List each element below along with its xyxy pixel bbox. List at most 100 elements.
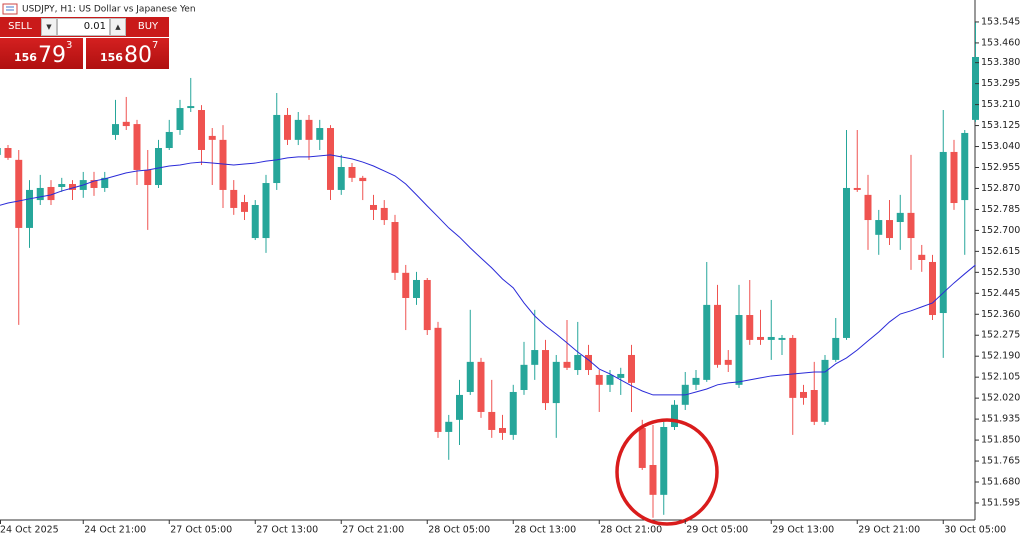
candle-body [864, 194, 872, 221]
candle-body [90, 180, 98, 188]
sell-button[interactable]: SELL [8, 21, 32, 32]
ask-sup: 7 [152, 40, 159, 51]
candle-body [918, 254, 926, 260]
candle-body [896, 212, 904, 223]
highlight-circle [615, 418, 719, 526]
y-tick-label: 151.850 [981, 435, 1020, 446]
volume-down[interactable]: ▼ [41, 18, 57, 36]
y-tick-label: 151.680 [981, 477, 1020, 488]
candle-body [606, 374, 614, 385]
x-tick-label: 24 Oct 2025 [0, 525, 59, 536]
candle-body [4, 148, 12, 158]
x-tick-label: 30 Oct 05:00 [944, 525, 1006, 536]
y-tick-label: 153.125 [981, 120, 1020, 131]
volume-up[interactable]: ▲ [110, 18, 126, 36]
candle-body [735, 315, 743, 385]
bid-prefix: 156 [14, 51, 37, 64]
y-tick-label: 151.935 [981, 414, 1020, 425]
y-tick-label: 153.545 [981, 16, 1020, 27]
candle-body [133, 124, 141, 170]
candle-body [165, 131, 173, 149]
candle-body [176, 108, 184, 130]
candle-body [972, 56, 979, 120]
candle-body [402, 272, 410, 298]
candle-body [617, 373, 625, 378]
candle-body [294, 119, 302, 140]
y-tick-label: 152.190 [981, 351, 1020, 362]
candle-body [101, 177, 109, 188]
candle-body [886, 220, 893, 239]
chart-title: USDJPY, H1: US Dollar vs Japanese Yen [22, 5, 196, 15]
candle-body [327, 128, 334, 190]
candle-body [445, 421, 453, 432]
candle-body [58, 184, 66, 187]
y-tick-label: 152.530 [981, 267, 1020, 278]
candle-body [703, 304, 711, 380]
candle-body [939, 151, 947, 314]
bid-price[interactable]: 156 79 3 [0, 38, 83, 69]
candle-body [800, 391, 807, 398]
x-tick-label: 28 Oct 13:00 [514, 525, 576, 536]
candle-body [628, 354, 635, 383]
candle-body [36, 187, 44, 201]
buy-button[interactable]: BUY [137, 21, 159, 32]
x-tick-label: 28 Oct 21:00 [600, 525, 662, 536]
y-tick-label: 152.275 [981, 330, 1020, 341]
candle-body [810, 390, 818, 422]
candle-body [0, 148, 1, 155]
chart-icon [2, 3, 18, 15]
candle-body [757, 336, 764, 340]
candle-body [251, 204, 259, 239]
candle-body [47, 186, 55, 201]
candle-body [413, 279, 420, 298]
candle-body [359, 177, 367, 182]
volume-input[interactable]: 0.01 [57, 18, 110, 36]
candle-body [112, 124, 119, 135]
candle-body [520, 364, 528, 390]
candle-body [262, 183, 270, 239]
candle-body [198, 110, 205, 150]
candle-body [778, 337, 786, 340]
x-tick-label: 29 Oct 05:00 [686, 525, 748, 536]
candle-body [649, 464, 657, 495]
candle-body [391, 222, 399, 273]
y-tick-label: 152.700 [981, 225, 1020, 236]
candle-body [26, 189, 33, 228]
ask-price[interactable]: 156 80 7 [86, 38, 169, 69]
candle-body [69, 184, 76, 190]
candle-body [284, 114, 291, 140]
x-tick-label: 28 Oct 05:00 [428, 525, 490, 536]
candle-body [531, 350, 539, 365]
candle-body [767, 336, 775, 340]
candle-body [187, 106, 195, 109]
candle-body [789, 337, 797, 398]
y-tick-label: 151.765 [981, 456, 1020, 467]
candle-body [714, 304, 721, 365]
y-tick-label: 151.595 [981, 497, 1020, 508]
y-tick-label: 152.785 [981, 204, 1020, 215]
candle-body [853, 187, 861, 190]
candle-body [552, 361, 560, 404]
candle-body [122, 121, 130, 127]
y-tick-label: 152.020 [981, 393, 1020, 404]
candle-body [348, 167, 356, 178]
candle-body [423, 279, 431, 331]
candle-body [724, 359, 732, 365]
candle-body [305, 119, 313, 140]
ask-prefix: 156 [100, 51, 123, 64]
candle-body [692, 377, 700, 385]
candle-body [488, 411, 496, 430]
x-tick-label: 27 Oct 21:00 [342, 525, 404, 536]
candle-body [961, 132, 969, 201]
x-tick-label: 27 Oct 05:00 [170, 525, 232, 536]
y-tick-label: 152.445 [981, 288, 1020, 299]
x-tick-label: 29 Oct 13:00 [772, 525, 834, 536]
candle-body [316, 128, 324, 140]
candle-body [208, 135, 216, 140]
bid-big: 79 [38, 43, 66, 68]
candle-body [821, 359, 829, 422]
y-tick-label: 153.295 [981, 78, 1020, 89]
trade-panel: SELL ▼ 0.01 ▲ BUY 156 79 3 156 80 7 [0, 17, 169, 69]
candle-body [155, 148, 162, 186]
